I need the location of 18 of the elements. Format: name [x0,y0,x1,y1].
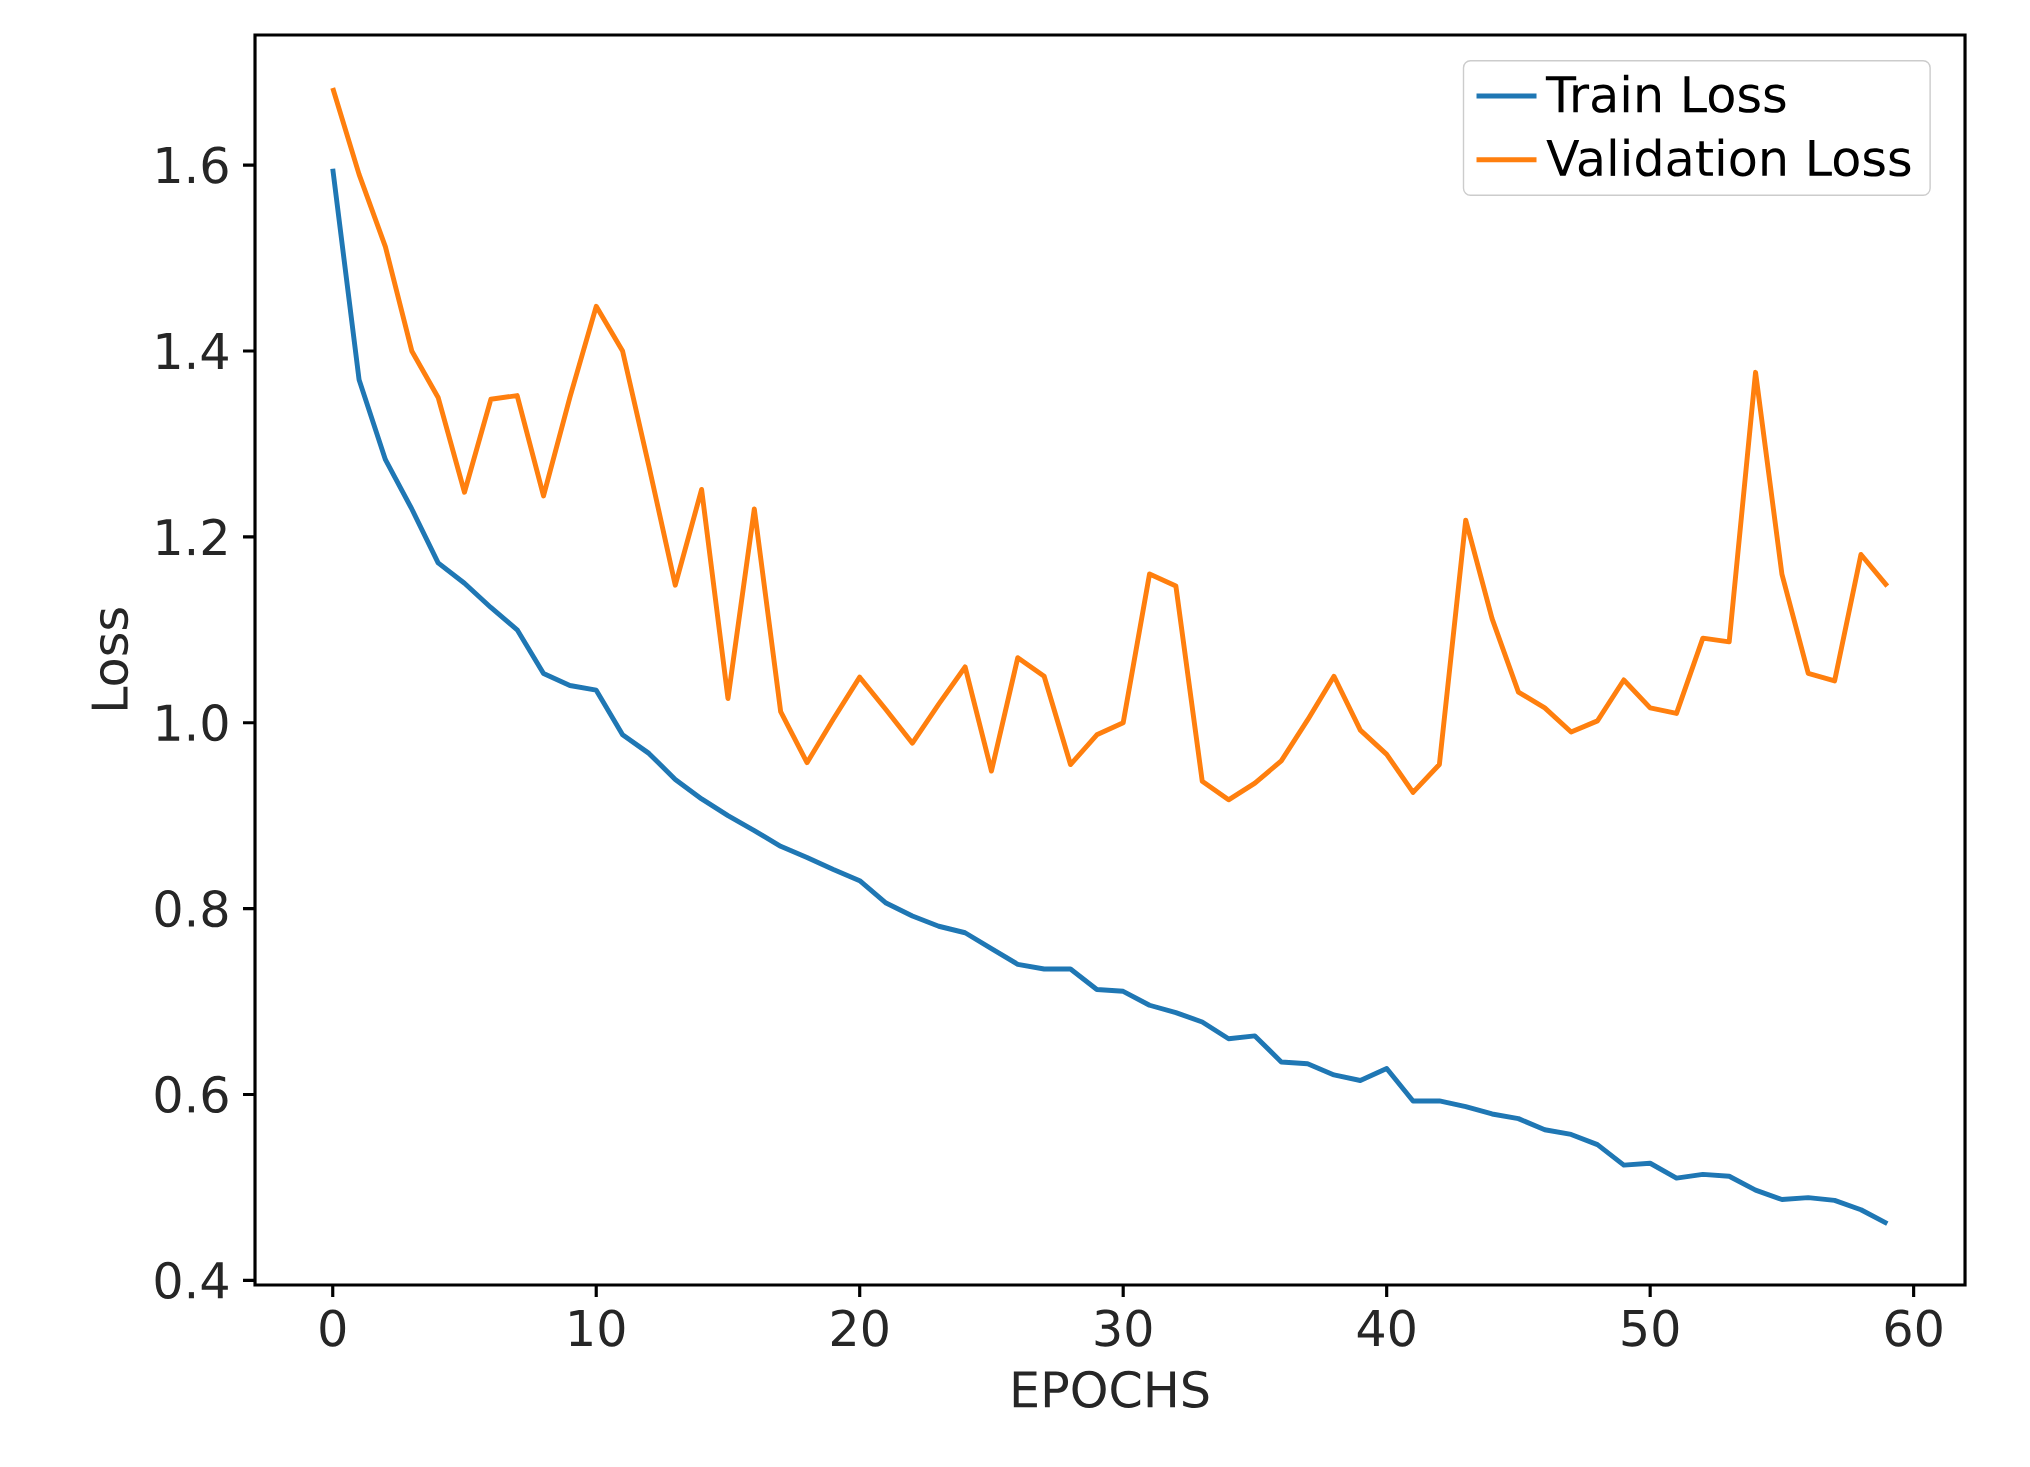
legend-label: Validation Loss [1546,138,1911,177]
x-tick-label: 20 [831,1309,888,1347]
x-tick-label: 30 [1095,1309,1152,1347]
y-axis-title: Loss [91,608,129,710]
x-tick-label: 10 [570,1309,625,1347]
y-tick-label: 1.0 [157,704,228,742]
x-tick-label: 50 [1622,1309,1679,1347]
y-tick-label: 1.6 [157,146,228,184]
legend-label: Train Loss [1545,74,1786,113]
y-tick-label: 1.2 [157,518,226,556]
x-axis-title: EPOCHS [1013,1370,1209,1408]
x-tick-label: 60 [1885,1309,1942,1347]
x-tick-label: 0 [320,1309,346,1347]
y-tick-label: 0.6 [155,1075,228,1114]
y-tick-label: 0.8 [155,889,228,928]
y-tick-label: 0.4 [155,1261,228,1299]
y-tick-label: 1.4 [157,333,228,369]
x-tick-label: 40 [1357,1309,1415,1347]
